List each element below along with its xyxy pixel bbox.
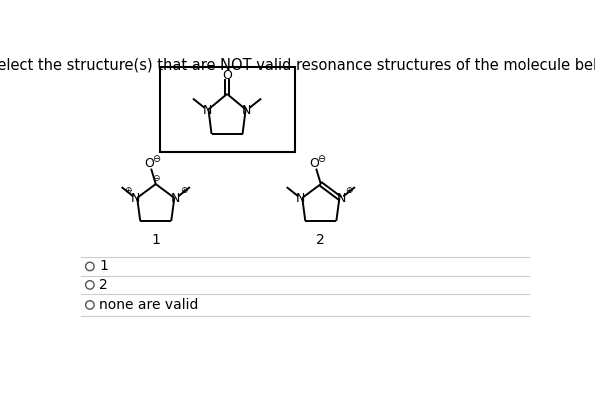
Bar xyxy=(159,67,295,152)
Text: O: O xyxy=(144,157,154,170)
Text: ⊕: ⊕ xyxy=(180,186,187,195)
Text: 1: 1 xyxy=(99,259,108,273)
Text: N: N xyxy=(336,192,346,205)
Text: 1: 1 xyxy=(151,233,160,247)
Text: N: N xyxy=(171,192,181,205)
Text: N: N xyxy=(296,192,305,205)
Text: none are valid: none are valid xyxy=(99,298,199,312)
Text: ⊕: ⊕ xyxy=(345,186,352,195)
Text: 2: 2 xyxy=(317,233,325,247)
Text: Select the structure(s) that are NOT valid resonance structures of the molecule : Select the structure(s) that are NOT val… xyxy=(0,58,595,73)
Text: O: O xyxy=(222,69,232,82)
Text: N: N xyxy=(131,192,140,205)
Text: ⊖: ⊖ xyxy=(152,154,161,164)
Text: 2: 2 xyxy=(99,278,108,292)
Text: ⊖: ⊖ xyxy=(318,154,325,164)
Text: N: N xyxy=(242,103,251,117)
Text: O: O xyxy=(309,157,319,170)
Text: N: N xyxy=(203,103,212,117)
Text: ⊖: ⊖ xyxy=(152,174,159,183)
Text: ⊕: ⊕ xyxy=(124,186,131,195)
